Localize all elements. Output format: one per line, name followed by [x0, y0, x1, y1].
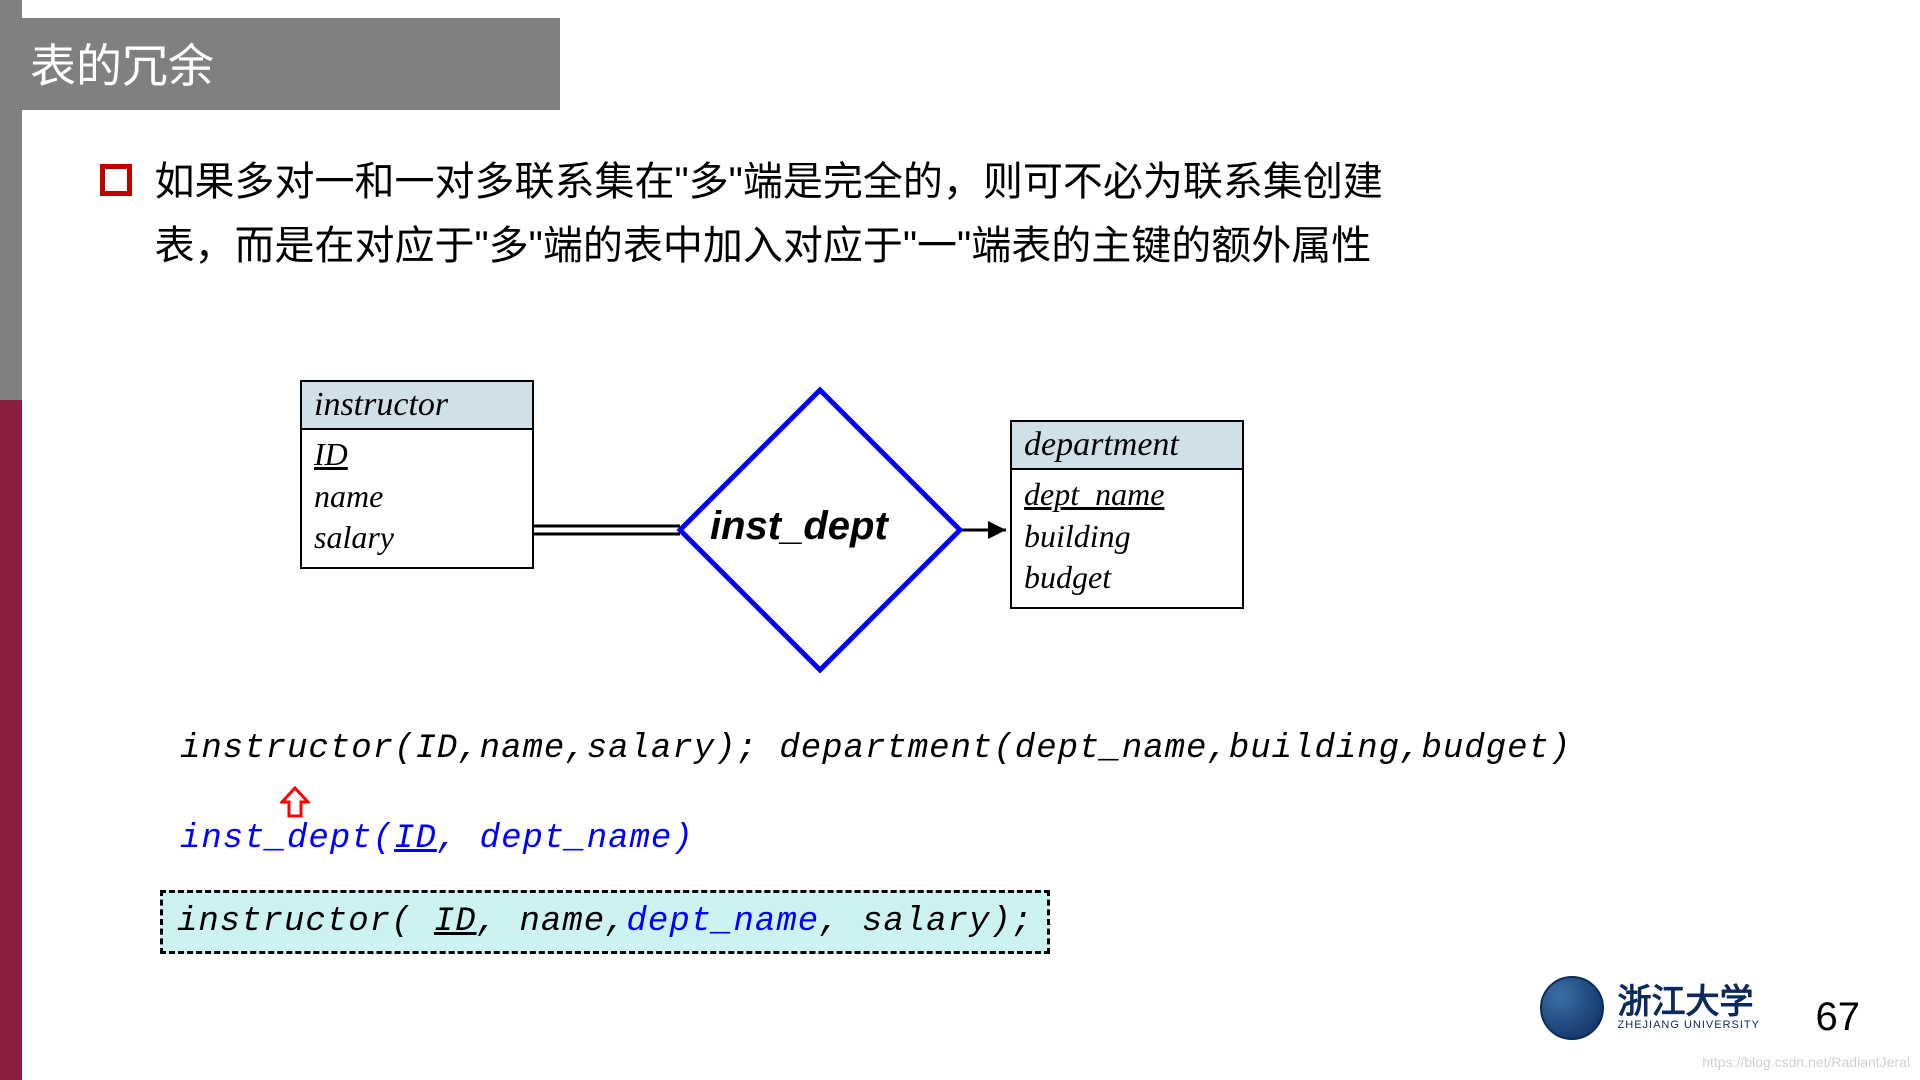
schema-merged-instructor: instructor( ID, name,dept_name, salary); — [160, 890, 1050, 954]
entity-instructor-title: instructor — [302, 382, 532, 430]
slide-title: 表的冗余 — [0, 18, 560, 110]
schema-inst-dept: inst_dept(ID, dept_name) — [180, 820, 694, 858]
entity-attr: salary — [314, 517, 520, 559]
page-number: 67 — [1816, 995, 1861, 1040]
bullet-text: 如果多对一和一对多联系集在"多"端是完全的，则可不必为联系集创建表，而是在对应于… — [154, 150, 1444, 278]
entity-attr: ID — [314, 434, 520, 476]
entity-department-title: department — [1012, 422, 1242, 470]
entity-department: department dept_namebuildingbudget — [1010, 420, 1244, 609]
watermark-text: https://blog.csdn.net/RadiantJeral — [1702, 1054, 1910, 1070]
entity-instructor: instructor IDnamesalary — [300, 380, 534, 569]
logo-en-text: ZHEJIANG UNIVERSITY — [1618, 1020, 1760, 1031]
entity-attr: building — [1024, 516, 1230, 558]
university-logo: 浙江大学 ZHEJIANG UNIVERSITY — [1540, 976, 1760, 1040]
schema-instructor-department: instructor(ID,name,salary); department(d… — [180, 730, 1571, 768]
logo-seal-icon — [1540, 976, 1604, 1040]
entity-attr: budget — [1024, 557, 1230, 599]
bullet-icon — [100, 164, 132, 196]
relationship-label: inst_dept — [710, 504, 888, 549]
entity-attr: name — [314, 476, 520, 518]
entity-attr: dept_name — [1024, 474, 1230, 516]
logo-cn-text: 浙江大学 — [1618, 986, 1760, 1020]
red-up-arrow-icon — [280, 786, 310, 820]
bullet-block: 如果多对一和一对多联系集在"多"端是完全的，则可不必为联系集创建表，而是在对应于… — [100, 150, 1460, 278]
left-maroon-bar — [0, 400, 22, 1080]
